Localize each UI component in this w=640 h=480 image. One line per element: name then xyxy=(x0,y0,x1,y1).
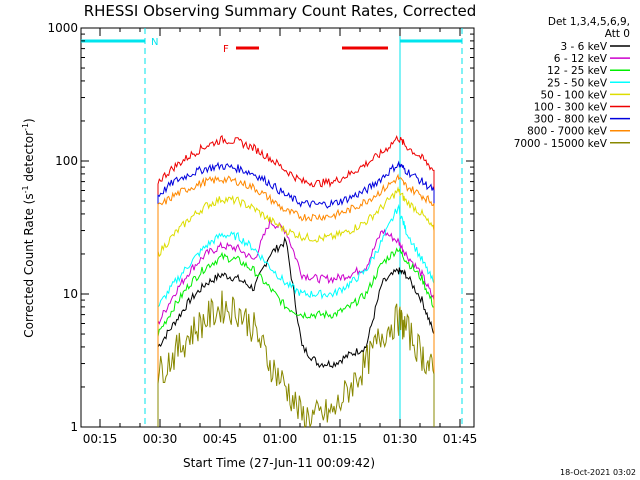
x-tick-label: 01:00 xyxy=(263,432,298,446)
series-line-300-800-kev xyxy=(157,160,435,427)
y-axis: 1 10 100 1000 xyxy=(47,21,474,434)
series-line-6-12-kev xyxy=(157,218,435,427)
series-line-800-7000-kev xyxy=(157,173,435,427)
y-tick-label: 100 xyxy=(55,154,78,168)
legend-label: 3 - 6 keV xyxy=(560,41,607,53)
series-line-25-50-kev xyxy=(157,203,435,427)
x-tick-label: 01:15 xyxy=(323,432,358,446)
x-tick-label: 01:45 xyxy=(443,432,478,446)
series-line-3-6-kev xyxy=(157,236,435,427)
legend-label: 7000 - 15000 keV xyxy=(514,138,608,150)
series-line-12-25-kev xyxy=(157,247,435,427)
legend-label: 300 - 800 keV xyxy=(534,114,608,126)
y-tick-label: 1000 xyxy=(47,21,78,35)
x-axis-label: Start Time (27-Jun-11 00:09:42) xyxy=(183,456,375,470)
y-axis-label: Corrected Count Rate (s-1 detector-1) xyxy=(21,118,36,337)
chart-title: RHESSI Observing Summary Count Rates, Co… xyxy=(84,2,477,20)
legend-label: 25 - 50 keV xyxy=(547,77,608,89)
series-line-7000-15000-kev xyxy=(157,290,435,429)
legend-label: 800 - 7000 keV xyxy=(527,126,608,138)
plot-frame xyxy=(80,27,475,428)
legend-label: 6 - 12 keV xyxy=(554,53,608,65)
legend-header-attenuator: Att 0 xyxy=(605,28,630,40)
x-tick-label: 00:30 xyxy=(143,432,178,446)
series-line-100-300-kev xyxy=(157,134,435,427)
legend-label: 100 - 300 keV xyxy=(534,102,608,114)
legend-label: 50 - 100 keV xyxy=(540,89,607,101)
series-line-50-100-kev xyxy=(157,186,435,427)
series-layer xyxy=(157,134,435,429)
plot-area xyxy=(80,27,475,428)
x-tick-label: 01:30 xyxy=(383,432,418,446)
orbit-markers: N xyxy=(81,28,463,427)
x-tick-label: 00:15 xyxy=(83,432,118,446)
legend-label: 12 - 25 keV xyxy=(547,65,608,77)
y-tick-label: 1 xyxy=(70,420,78,434)
saa-label-n: N xyxy=(151,37,158,48)
x-axis: 00:15 00:30 00:45 01:00 01:15 01:30 01:45 xyxy=(83,28,478,446)
footer-timestamp: 18-Oct-2021 03:02 xyxy=(560,468,636,477)
flare-markers: F xyxy=(223,44,388,55)
flare-label-f: F xyxy=(223,44,229,55)
y-tick-label: 10 xyxy=(63,287,78,301)
x-tick-label: 00:45 xyxy=(203,432,238,446)
legend-header-detectors: Det 1,3,4,5,6,9, xyxy=(548,16,630,28)
